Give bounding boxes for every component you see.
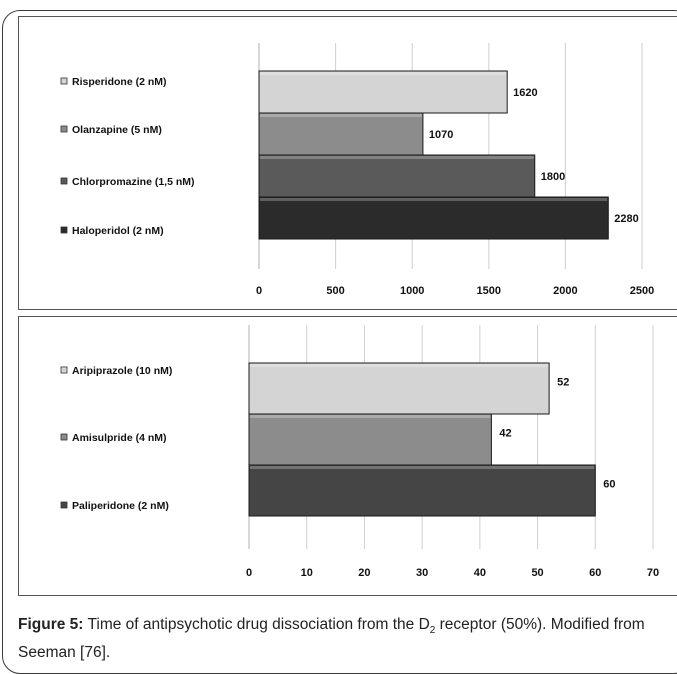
legend-label: Risperidone (2 nM) — [72, 76, 167, 88]
data-label: 60 — [603, 479, 615, 491]
bar — [248, 464, 596, 517]
bar-highlight — [260, 156, 534, 159]
data-label: 1800 — [541, 171, 565, 183]
figure-caption: Figure 5: Time of antipsychotic drug dis… — [18, 614, 673, 664]
chart-panel-bottom: 52 42 60 0 10 20 30 40 50 60 70 Aripiprazole (10 nM… — [18, 316, 677, 596]
legend-marker — [60, 366, 68, 374]
x-tick-label: 2000 — [553, 285, 577, 297]
legend-label: Chlorpromazine (1,5 nM) — [72, 176, 195, 188]
legend-marker — [60, 226, 68, 234]
x-tick-label: 60 — [589, 567, 601, 579]
x-tick-label: 10 — [301, 567, 313, 579]
caption-text-end: receptor (50%). Modified from Seeman [76… — [18, 616, 645, 662]
legend-label: Olanzapine (5 nM) — [72, 124, 162, 136]
data-label: 2280 — [614, 213, 638, 225]
legend-label: Paliperidone (2 nM) — [72, 500, 169, 512]
data-label: 1620 — [513, 87, 537, 99]
x-tick-label: 2500 — [630, 285, 654, 297]
data-label: 1070 — [429, 129, 453, 141]
x-tick-label: 500 — [326, 285, 344, 297]
x-tick-label: 1500 — [477, 285, 501, 297]
x-tick-label: 50 — [531, 567, 543, 579]
x-tick-label: 30 — [416, 567, 428, 579]
bar-highlight — [260, 114, 422, 117]
legend-label: Haloperidol (2 nM) — [72, 225, 164, 237]
bar-highlight — [250, 364, 549, 367]
caption-text: Time of antipsychotic drug dissociation … — [83, 616, 430, 633]
x-tick-label: 0 — [246, 567, 252, 579]
bar — [248, 413, 492, 466]
legend-marker — [60, 177, 68, 185]
legend-marker — [60, 77, 68, 85]
bar-highlight — [250, 466, 595, 469]
legend-marker — [60, 433, 68, 441]
caption-label: Figure 5: — [18, 616, 84, 633]
x-tick-label: 40 — [474, 567, 486, 579]
bar — [258, 154, 536, 198]
caption-subscript: 2 — [429, 625, 436, 637]
bar — [258, 70, 508, 114]
bar-highlight — [260, 198, 608, 201]
legend-marker — [60, 125, 68, 133]
legend-label: Amisulpride (4 nM) — [72, 432, 167, 444]
x-tick-label: 20 — [358, 567, 370, 579]
bar-highlight — [260, 72, 507, 75]
chart-bottom: 52 42 60 0 10 20 30 40 50 60 70 Aripiprazole (10 nM… — [60, 325, 659, 579]
x-tick-label: 1000 — [400, 285, 424, 297]
x-tick-label: 0 — [256, 285, 262, 297]
bar — [258, 112, 424, 156]
bar-highlight — [250, 415, 491, 418]
x-tick-label: 70 — [647, 567, 659, 579]
chart-top: 1620 1070 1800 2280 0 500 1000 1500 2000 2500 Risp… — [60, 43, 654, 297]
bar — [258, 196, 609, 240]
data-label: 52 — [557, 377, 569, 389]
data-label: 42 — [499, 428, 511, 440]
chart-panel-top: 1620 1070 1800 2280 0 500 1000 1500 2000 2500 Risp… — [18, 16, 677, 310]
legend-marker — [60, 501, 68, 509]
legend-label: Aripiprazole (10 nM) — [72, 365, 172, 377]
bar — [248, 362, 550, 415]
